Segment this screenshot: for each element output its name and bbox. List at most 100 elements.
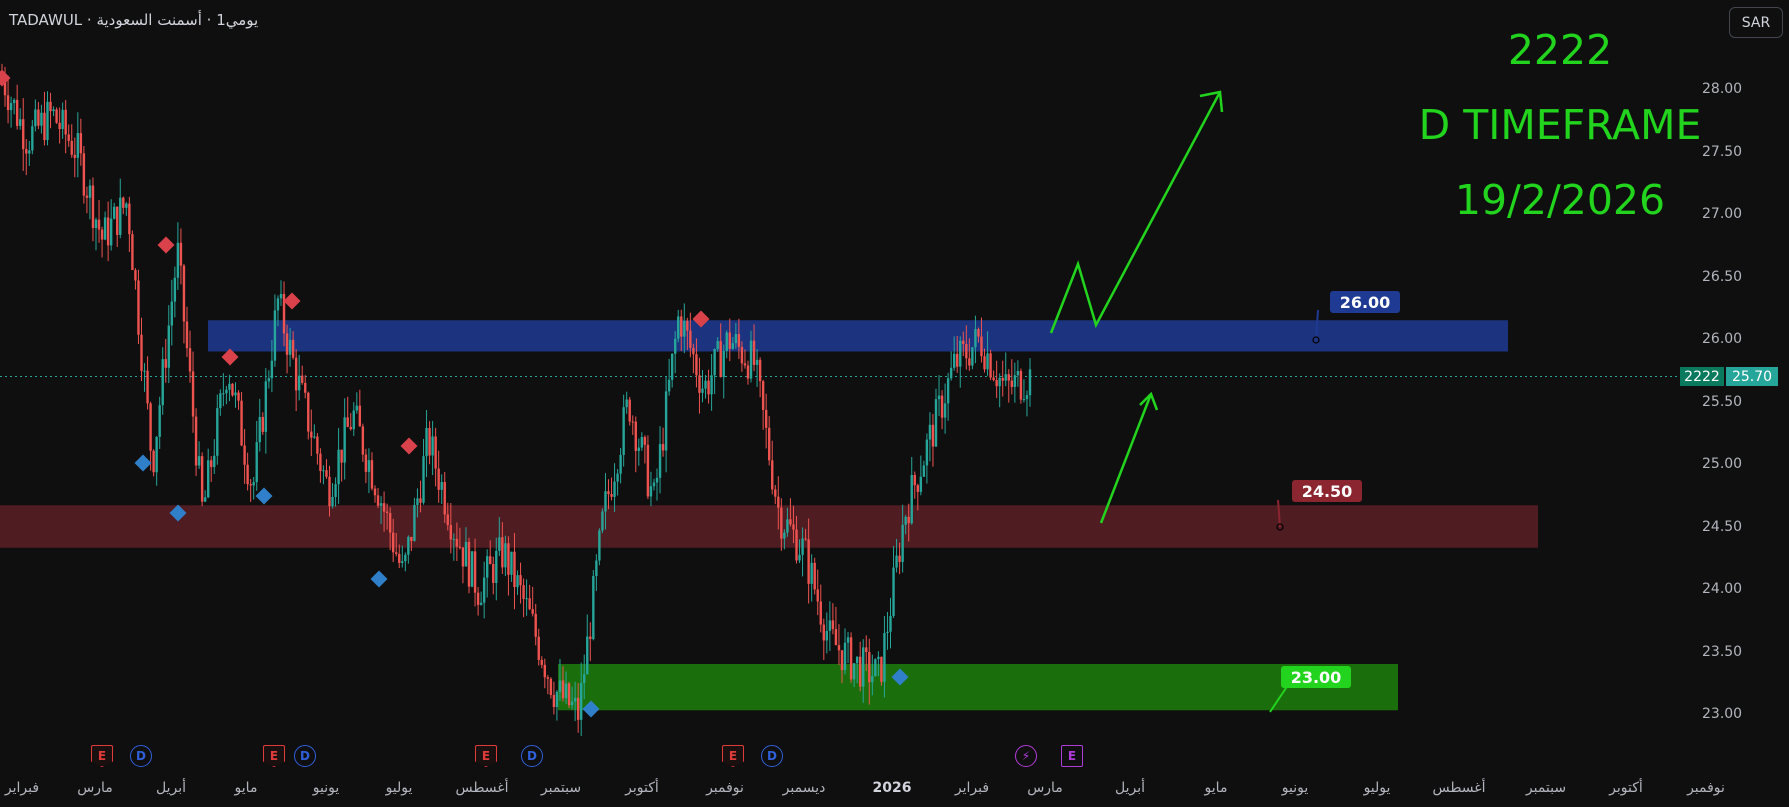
candle-body <box>43 112 46 141</box>
candle-body <box>904 516 907 525</box>
zone-label-23.00[interactable]: 23.00 <box>1281 666 1351 688</box>
candle-body <box>476 592 480 605</box>
candle-body <box>358 405 362 427</box>
candle-body <box>604 491 607 512</box>
candle-body <box>716 341 719 350</box>
candle-body <box>161 359 164 406</box>
projection-arrow-main <box>1049 91 1222 334</box>
candle-body <box>719 341 722 378</box>
candle-body <box>513 551 516 588</box>
y-axis-tick: 24.00 <box>1702 581 1743 597</box>
zone-leader-line <box>1269 684 1289 713</box>
currency-button[interactable]: SAR <box>1729 7 1783 38</box>
candle-body <box>395 552 398 554</box>
candle-body <box>325 470 328 477</box>
zone-26.00[interactable] <box>208 320 1508 352</box>
candle-body <box>461 547 465 567</box>
zone-24.50[interactable] <box>0 505 1538 548</box>
candle-body <box>643 437 647 445</box>
candle-body <box>61 109 64 130</box>
candle-body <box>722 351 725 378</box>
candle-body <box>288 339 292 355</box>
candle-body <box>243 445 246 465</box>
last-price-tag: 25.70 <box>1726 367 1778 386</box>
candle-body <box>816 589 819 602</box>
candle-body <box>946 378 950 404</box>
candle-body <box>240 400 243 446</box>
candle-body <box>849 637 853 680</box>
candle-body <box>710 375 713 395</box>
zone-anchor-point[interactable] <box>1312 336 1320 344</box>
earnings-icon[interactable]: E <box>722 745 744 767</box>
candle-body <box>701 388 704 393</box>
candle-body <box>922 465 926 477</box>
candle-body <box>258 416 261 443</box>
candle-body <box>79 133 83 154</box>
projection-arrow-secondary-head <box>1139 391 1159 411</box>
candle-body <box>567 683 571 706</box>
pivot-low-marker <box>255 487 273 505</box>
candle-body <box>834 629 838 646</box>
candle-body <box>449 525 453 540</box>
candle-body <box>479 602 483 605</box>
candle-body <box>977 329 980 337</box>
earnings-upcoming-icon[interactable]: E <box>1061 745 1083 767</box>
zone-23.00[interactable] <box>558 664 1398 711</box>
candle-body <box>737 334 741 347</box>
candle-body <box>607 491 610 495</box>
candle-body <box>740 346 744 364</box>
candle-body <box>843 642 847 671</box>
candle-body <box>758 359 762 382</box>
candle-body <box>983 356 986 370</box>
candle-body <box>534 613 537 637</box>
dividend-icon[interactable]: D <box>130 745 152 767</box>
candle-body <box>73 154 76 158</box>
earnings-icon[interactable]: E <box>263 745 285 767</box>
candle-body <box>561 680 565 699</box>
earnings-icon[interactable]: E <box>475 745 497 767</box>
candle-body <box>64 109 67 135</box>
candle-body <box>207 460 210 498</box>
candle-body <box>225 389 228 394</box>
candle-body <box>1007 374 1010 381</box>
pivot-low-marker <box>891 668 909 686</box>
candle-body <box>49 101 52 112</box>
candle-body <box>3 76 7 96</box>
candle-body <box>464 541 468 567</box>
candle-body <box>319 453 322 472</box>
candle-body <box>219 393 222 409</box>
candle-body <box>540 659 543 665</box>
candle-body <box>176 242 180 278</box>
candle-body <box>771 460 774 490</box>
candle-body <box>777 496 780 508</box>
zone-label-26.00[interactable]: 26.00 <box>1330 291 1400 313</box>
candle-body <box>1028 369 1032 396</box>
candle-body <box>346 417 349 427</box>
candle-body <box>492 564 495 583</box>
candle-body <box>401 561 404 563</box>
candle-body <box>658 444 662 478</box>
candle-body <box>504 543 507 568</box>
dividend-icon[interactable]: D <box>521 745 543 767</box>
zone-anchor-point[interactable] <box>1276 523 1284 531</box>
candle-body <box>125 203 128 208</box>
earnings-icon[interactable]: E <box>91 745 113 767</box>
split-icon[interactable]: ⚡ <box>1015 745 1037 767</box>
candle-body <box>213 455 216 468</box>
candle-body <box>531 609 534 614</box>
candle-body <box>525 598 528 600</box>
zone-label-24.50[interactable]: 24.50 <box>1292 480 1362 502</box>
candle-body <box>874 659 877 677</box>
candle-body <box>707 380 710 395</box>
candle-body <box>598 530 601 561</box>
candle-body <box>9 103 13 111</box>
dividend-icon[interactable]: D <box>294 745 316 767</box>
dividend-icon[interactable]: D <box>761 745 783 767</box>
candle-body <box>388 512 392 533</box>
candle-body <box>119 197 122 235</box>
candle-body <box>297 375 301 391</box>
candle-body <box>616 473 619 482</box>
candle-body <box>992 377 995 380</box>
candle-body <box>331 496 334 507</box>
